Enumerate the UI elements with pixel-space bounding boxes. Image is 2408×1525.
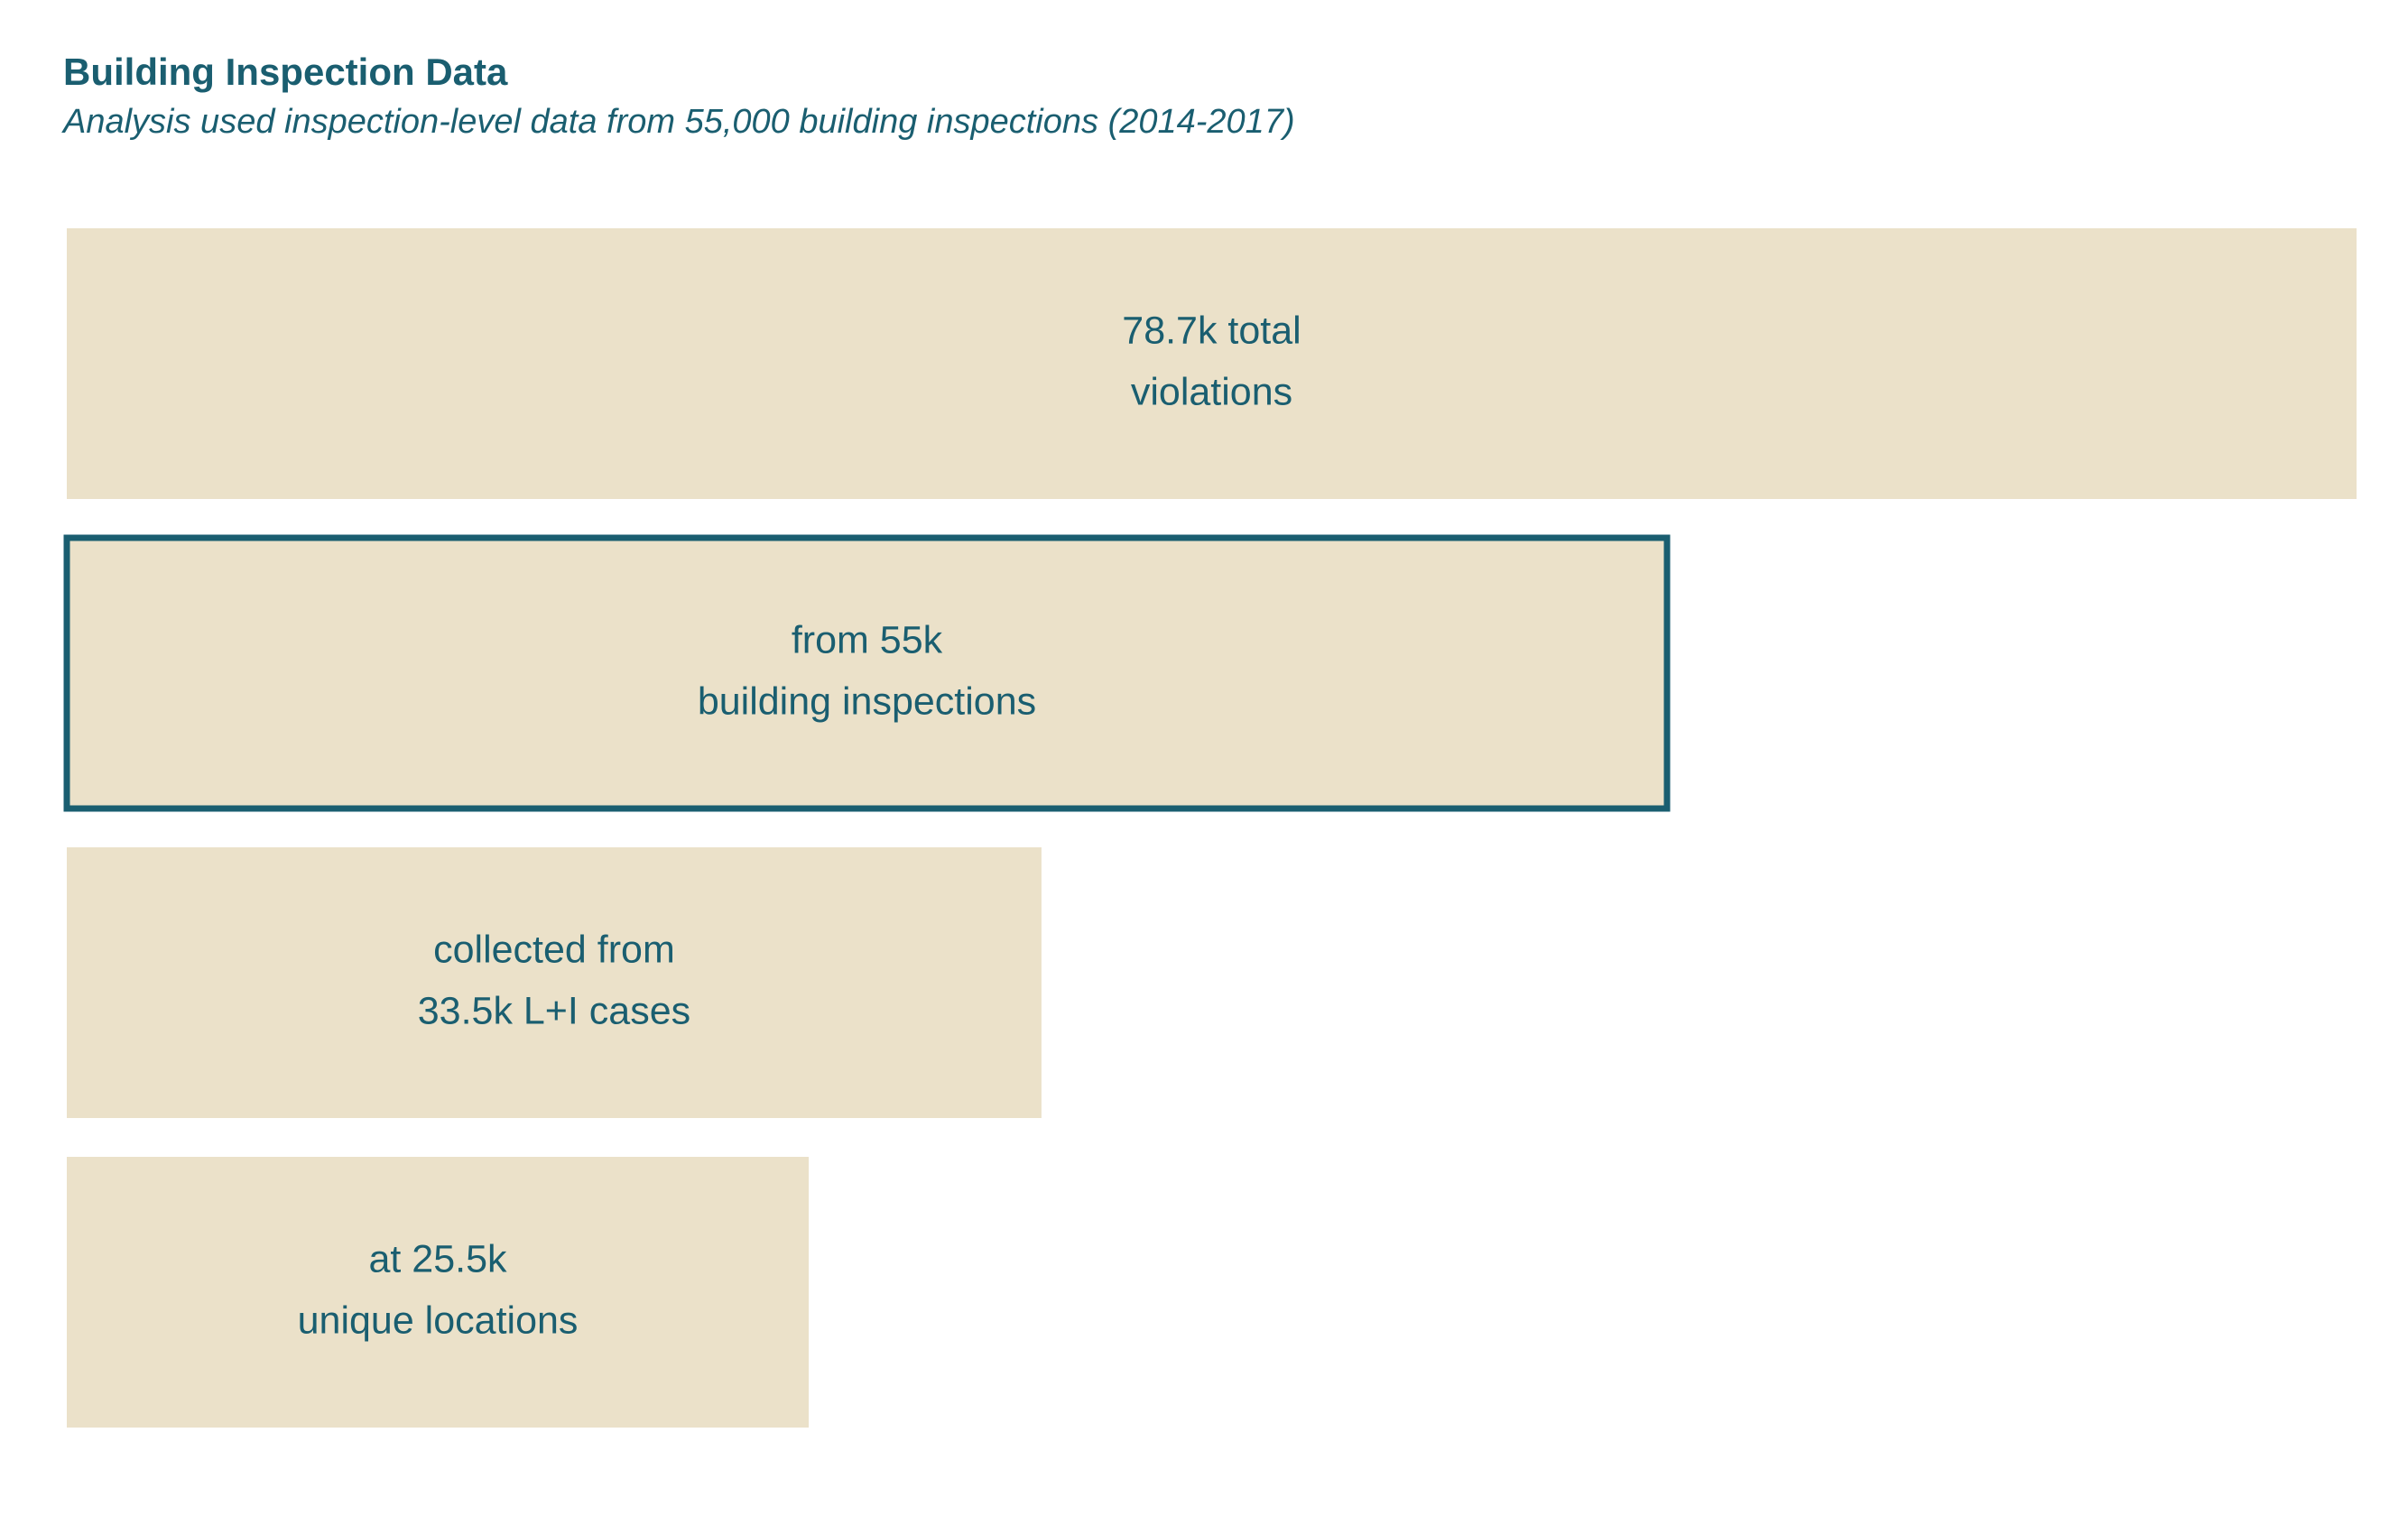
bar-label-line: 33.5k L+I cases xyxy=(418,989,690,1032)
bar-label-line: from 55k xyxy=(792,618,943,661)
bar-building-inspections xyxy=(63,534,1671,812)
bar-label-line: building inspections xyxy=(698,679,1036,723)
bar-l-i-cases xyxy=(67,847,1042,1118)
bar-label-line: at 25.5k xyxy=(369,1237,507,1280)
bar-unique-locations xyxy=(67,1157,810,1428)
chart-title: Building Inspection Data xyxy=(63,51,508,93)
bar-label-line: collected from xyxy=(433,928,675,971)
bar-label-line: unique locations xyxy=(298,1299,579,1342)
bar-label-line: violations xyxy=(1131,370,1292,413)
bar-violations xyxy=(67,228,2357,499)
bar-label-line: 78.7k total xyxy=(1122,309,1301,352)
chart-subtitle: Analysis used inspection-level data from… xyxy=(63,103,1295,141)
